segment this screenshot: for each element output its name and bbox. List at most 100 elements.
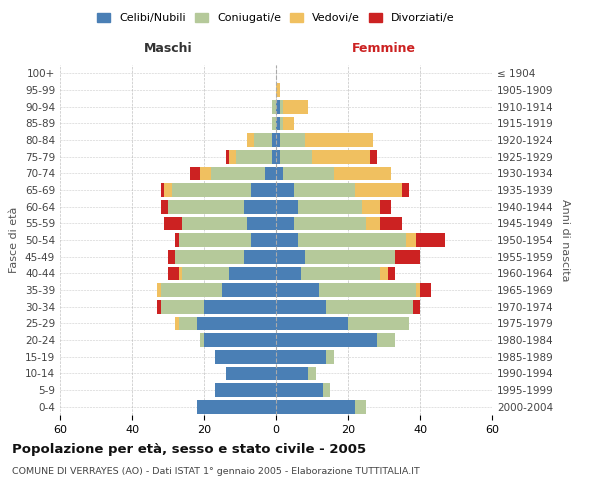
Bar (280, 100, 283, 114)
Bar (161, 300, 204, 314)
Bar (254, 133, 272, 147)
Bar (276, 116, 280, 130)
Bar (175, 233, 179, 247)
Legend: Celibi/Nubili, Coniugati/e, Vedovi/e, Divorziati/e: Celibi/Nubili, Coniugati/e, Vedovi/e, Di… (93, 8, 459, 28)
Y-axis label: Fasce di età: Fasce di età (10, 207, 19, 273)
Bar (276, 283, 319, 297)
Bar (168, 200, 244, 213)
Bar (182, 266, 229, 280)
Bar (395, 250, 420, 264)
Bar (222, 283, 276, 297)
Bar (276, 100, 280, 114)
Bar (229, 266, 276, 280)
Bar (215, 383, 276, 397)
Bar (280, 150, 312, 164)
Bar (276, 316, 348, 330)
Bar (272, 150, 276, 164)
Bar (413, 300, 420, 314)
Bar (388, 266, 395, 280)
Text: Popolazione per età, sesso e stato civile - 2005: Popolazione per età, sesso e stato civil… (12, 442, 366, 456)
Bar (305, 250, 395, 264)
Bar (326, 300, 413, 314)
Bar (334, 166, 391, 180)
Bar (251, 183, 276, 197)
Text: Maschi: Maschi (143, 42, 193, 55)
Bar (283, 116, 294, 130)
Bar (272, 133, 276, 147)
Bar (276, 383, 323, 397)
Bar (157, 283, 161, 297)
Bar (226, 150, 229, 164)
Bar (380, 266, 388, 280)
Bar (294, 183, 355, 197)
Bar (211, 166, 265, 180)
Bar (355, 183, 402, 197)
Bar (172, 183, 251, 197)
Bar (319, 283, 416, 297)
Bar (416, 233, 445, 247)
Bar (416, 283, 420, 297)
Bar (298, 200, 362, 213)
Bar (276, 400, 355, 413)
Bar (179, 316, 197, 330)
Bar (226, 366, 276, 380)
Bar (276, 200, 298, 213)
Bar (380, 200, 391, 213)
Bar (175, 316, 179, 330)
Bar (276, 166, 283, 180)
Bar (164, 216, 182, 230)
Bar (197, 316, 276, 330)
Bar (276, 333, 377, 347)
Text: Femmine: Femmine (352, 42, 416, 55)
Bar (280, 116, 283, 130)
Bar (276, 350, 326, 364)
Bar (326, 350, 334, 364)
Bar (276, 133, 280, 147)
Bar (276, 250, 305, 264)
Bar (370, 150, 377, 164)
Bar (308, 366, 316, 380)
Bar (161, 283, 222, 297)
Bar (197, 400, 276, 413)
Bar (164, 183, 172, 197)
Bar (283, 166, 334, 180)
Bar (161, 183, 164, 197)
Bar (348, 316, 409, 330)
Y-axis label: Anni di nascita: Anni di nascita (560, 198, 570, 281)
Bar (283, 100, 308, 114)
Bar (200, 333, 204, 347)
Bar (272, 100, 276, 114)
Bar (247, 216, 276, 230)
Bar (305, 133, 373, 147)
Bar (229, 150, 236, 164)
Bar (244, 250, 276, 264)
Text: COMUNE DI VERRAYES (AO) - Dati ISTAT 1° gennaio 2005 - Elaborazione TUTTITALIA.I: COMUNE DI VERRAYES (AO) - Dati ISTAT 1° … (12, 468, 420, 476)
Bar (272, 116, 276, 130)
Bar (168, 266, 179, 280)
Bar (301, 266, 380, 280)
Bar (236, 150, 272, 164)
Bar (244, 200, 276, 213)
Bar (276, 366, 308, 380)
Bar (204, 300, 276, 314)
Bar (406, 233, 416, 247)
Bar (182, 216, 247, 230)
Bar (276, 266, 301, 280)
Bar (265, 166, 276, 180)
Bar (190, 166, 200, 180)
Bar (420, 283, 431, 297)
Bar (298, 233, 406, 247)
Bar (247, 133, 254, 147)
Bar (276, 300, 326, 314)
Bar (294, 216, 366, 230)
Bar (280, 133, 305, 147)
Bar (276, 183, 294, 197)
Bar (402, 183, 409, 197)
Bar (215, 350, 276, 364)
Bar (312, 150, 370, 164)
Bar (366, 216, 380, 230)
Bar (276, 150, 280, 164)
Bar (323, 383, 330, 397)
Bar (179, 266, 182, 280)
Bar (380, 216, 402, 230)
